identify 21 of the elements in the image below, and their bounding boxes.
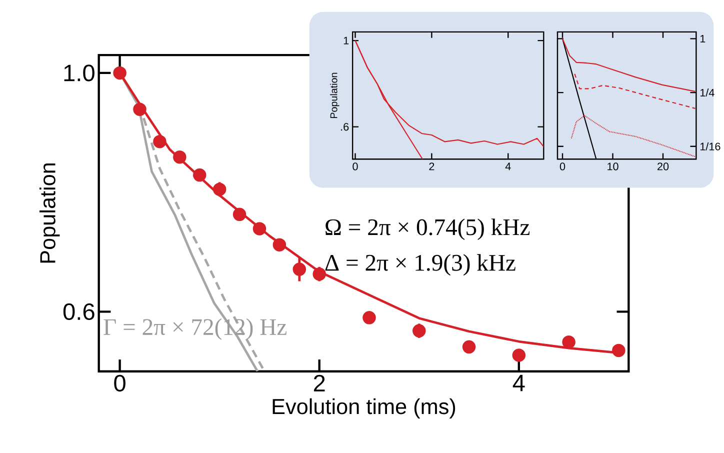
x-tick-label: 2 <box>429 162 434 170</box>
x-tick-label: 4 <box>505 162 511 170</box>
y-axis-title: Population <box>330 73 340 118</box>
y-tick-label: .6 <box>341 123 349 131</box>
y-tick-label: 1/16 <box>700 142 720 150</box>
annotation: Δ = 2π × 1.9(3) kHz <box>325 254 516 276</box>
x-tick-label: 2 <box>314 374 325 392</box>
y-tick-label: 1 <box>700 35 706 43</box>
x-tick-label: 4 <box>512 374 525 392</box>
y-axis-title: Population <box>40 164 60 263</box>
x-tick-label: 10 <box>608 162 618 170</box>
x-tick-label: 0 <box>352 162 358 170</box>
y-tick-label: 1 <box>344 36 349 44</box>
y-tick-label: 1.0 <box>64 64 94 82</box>
x-tick-label: 20 <box>658 162 669 170</box>
x-tick-label: 0 <box>560 162 566 170</box>
x-axis-title: Evolution time (ms) <box>272 398 456 419</box>
y-tick-label: 0.6 <box>63 303 94 320</box>
y-tick-label: 1/4 <box>700 88 714 97</box>
annotation: Ω = 2π × 0.74(5) kHz <box>326 218 530 240</box>
x-tick-label: 0 <box>114 374 126 392</box>
